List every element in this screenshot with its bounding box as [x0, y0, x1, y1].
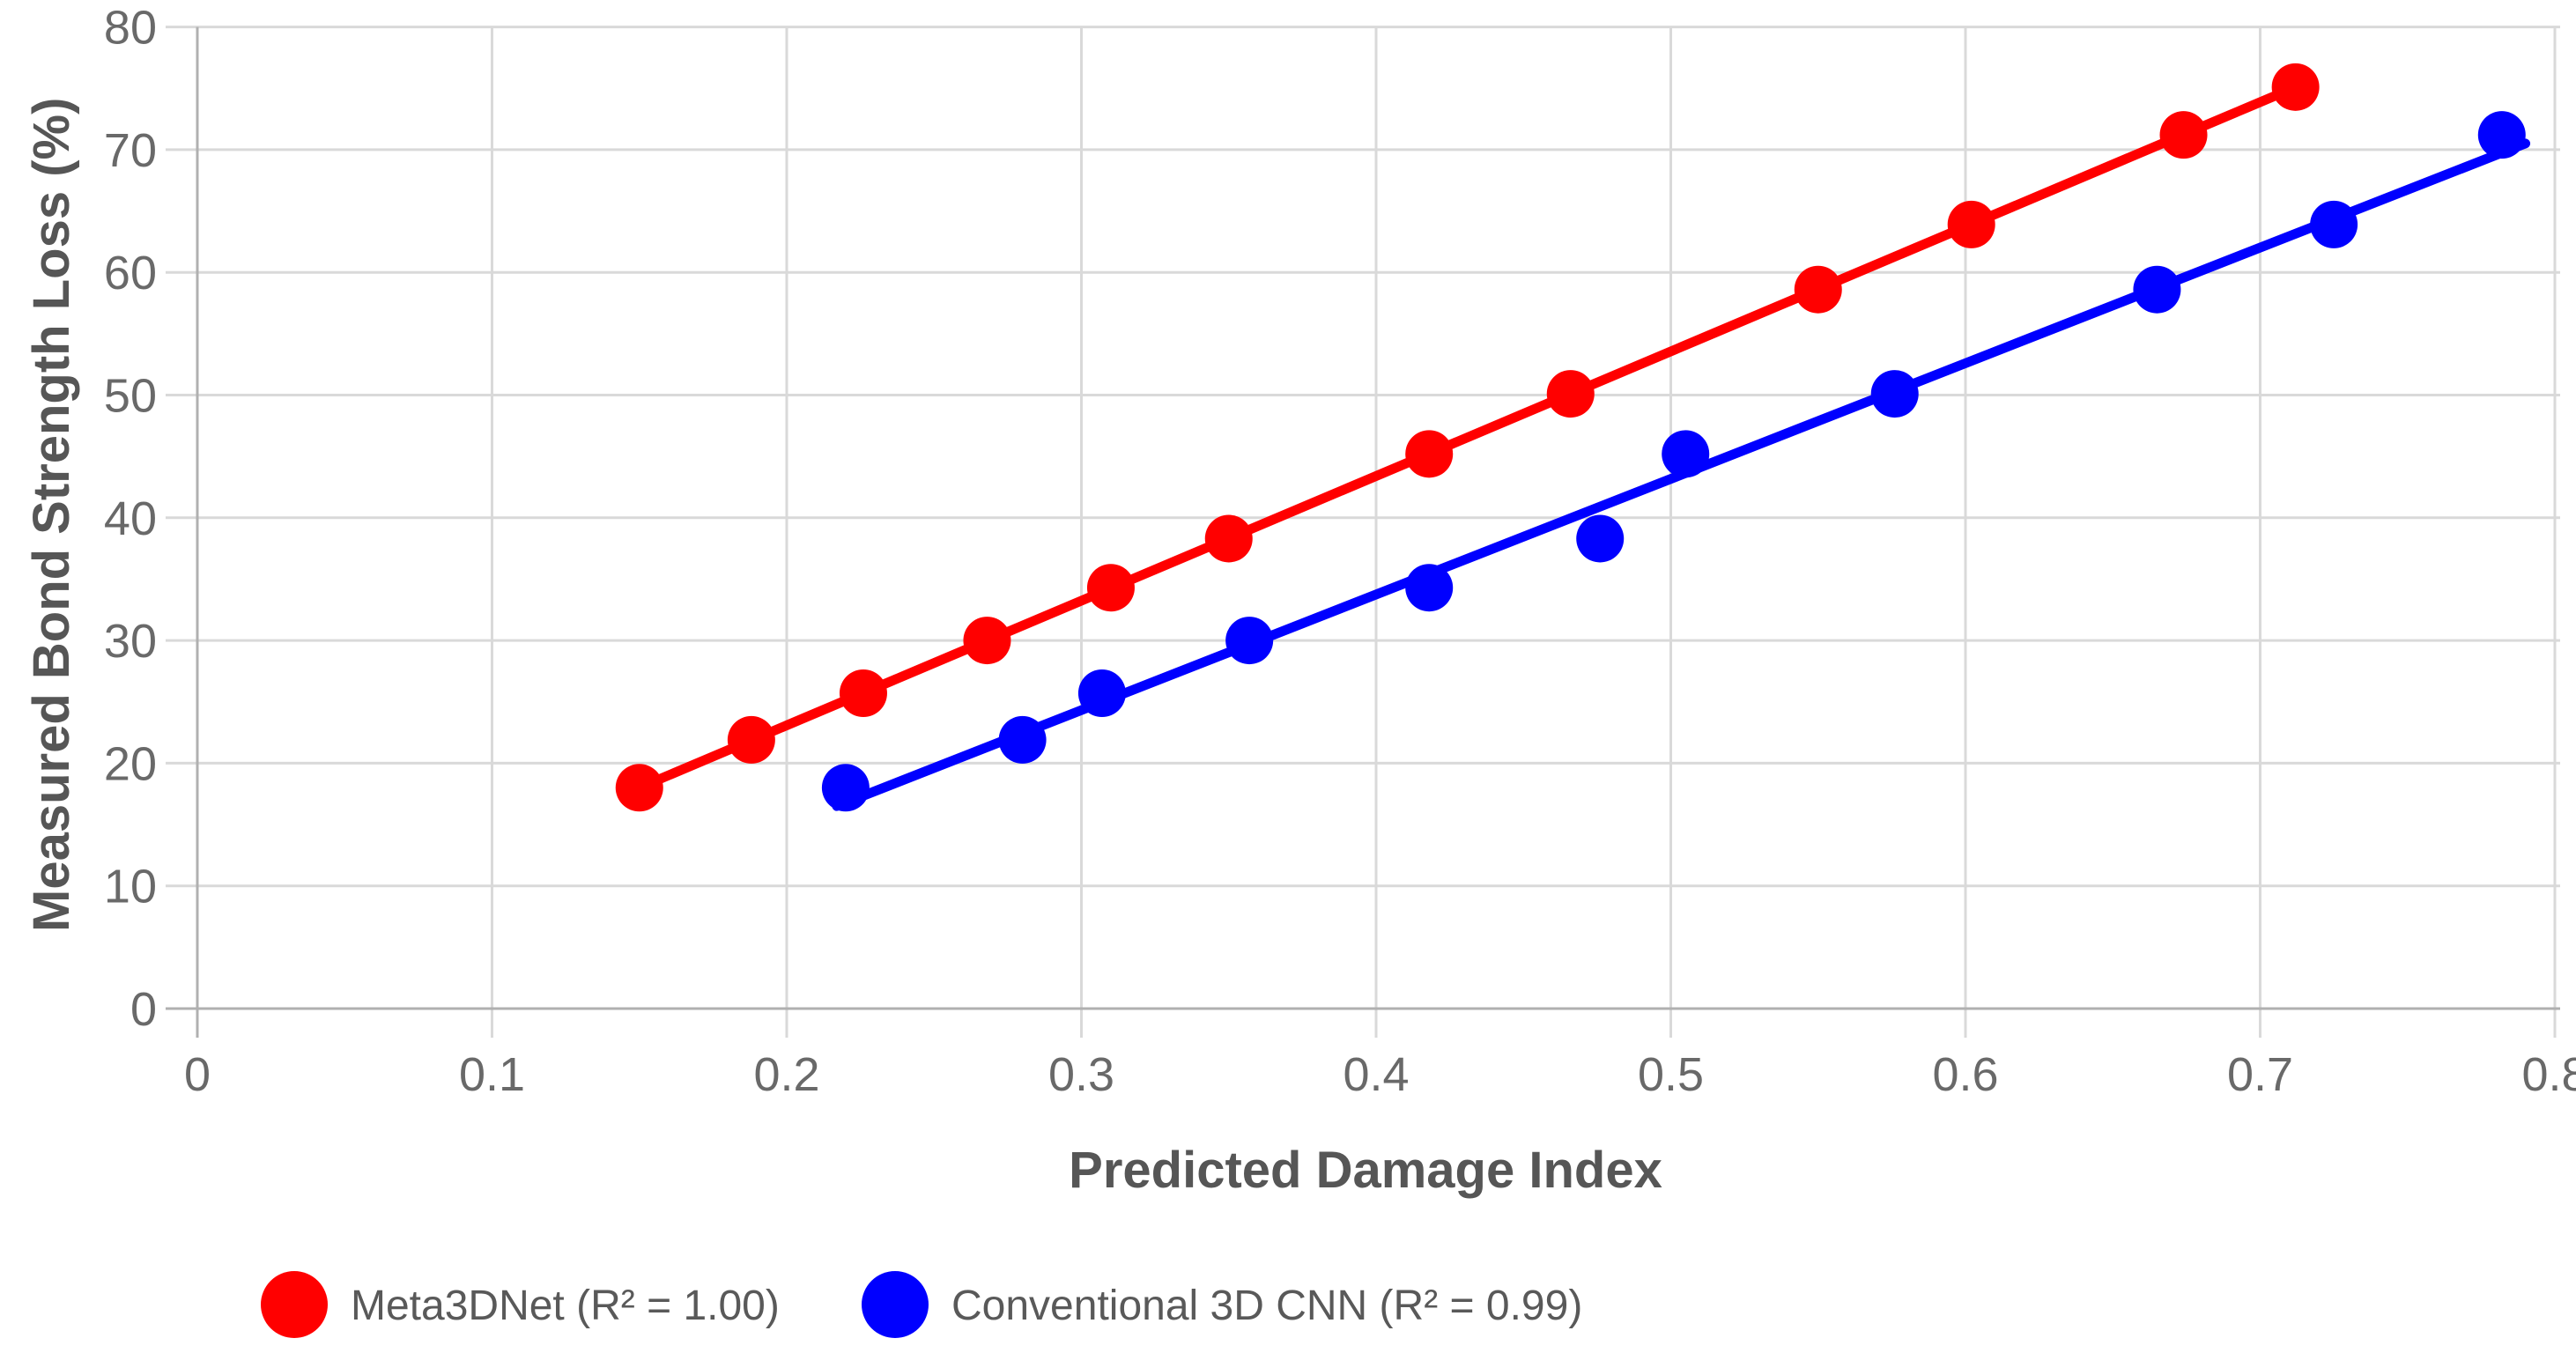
data-point-meta3dnet-r-1-00 — [1405, 430, 1454, 478]
y-tick-label: 10 — [104, 861, 157, 913]
data-point-meta3dnet-r-1-00 — [1546, 370, 1595, 418]
series-layer — [615, 63, 2531, 812]
data-point-meta3dnet-r-1-00 — [839, 669, 887, 717]
x-tick-label: 0.6 — [1932, 1048, 1998, 1101]
y-tick-label: 60 — [104, 247, 157, 299]
gridlines — [166, 26, 2560, 1038]
x-tick-label: 0.3 — [1048, 1048, 1114, 1101]
data-point-meta3dnet-r-1-00 — [615, 764, 663, 812]
tick-labels: 0 0.1 0.2 0.3 0.4 0.5 0.6 0.7 0.8 0 10 20 30 40 50 60 70… — [104, 2, 2576, 1101]
x-tick-label: 0.2 — [753, 1048, 819, 1101]
data-point-conventional-3d-cnn-r-0-99 — [2133, 265, 2181, 314]
data-point-meta3dnet-r-1-00 — [2159, 111, 2208, 159]
legend: Meta3DNet (R² = 1.00) Conventional 3D CN… — [261, 1271, 1582, 1338]
y-tick-label: 70 — [104, 124, 157, 177]
data-point-conventional-3d-cnn-r-0-99 — [1405, 564, 1454, 612]
data-point-meta3dnet-r-1-00 — [963, 617, 1011, 665]
y-tick-label: 20 — [104, 737, 157, 790]
data-point-meta3dnet-r-1-00 — [1204, 514, 1253, 563]
x-tick-label: 0.1 — [459, 1048, 525, 1101]
data-point-conventional-3d-cnn-r-0-99 — [1870, 370, 1919, 418]
data-point-conventional-3d-cnn-r-0-99 — [821, 764, 870, 812]
legend-marker-conventional-3d-cnn — [862, 1271, 929, 1338]
trendline-meta3dnet-r-1-00 — [625, 77, 2313, 796]
data-point-meta3dnet-r-1-00 — [1794, 265, 1842, 314]
data-point-meta3dnet-r-1-00 — [1086, 564, 1135, 612]
data-point-conventional-3d-cnn-r-0-99 — [1576, 514, 1625, 563]
x-axis-title: Predicted Damage Index — [1069, 1142, 1662, 1199]
legend-marker-meta3dnet — [261, 1271, 328, 1338]
data-point-meta3dnet-r-1-00 — [2271, 63, 2320, 111]
x-tick-label: 0.5 — [1638, 1048, 1704, 1101]
data-point-conventional-3d-cnn-r-0-99 — [2310, 200, 2358, 248]
data-point-meta3dnet-r-1-00 — [1947, 200, 1995, 248]
data-point-meta3dnet-r-1-00 — [727, 715, 775, 764]
axes — [166, 26, 2560, 1038]
legend-item-meta3dnet: Meta3DNet (R² = 1.00) — [261, 1271, 780, 1338]
legend-item-conventional-3d-cnn: Conventional 3D CNN (R² = 0.99) — [862, 1271, 1582, 1338]
y-tick-label: 80 — [104, 2, 157, 55]
y-tick-label: 40 — [104, 492, 157, 545]
y-tick-label: 50 — [104, 370, 157, 423]
legend-label-conventional-3d-cnn: Conventional 3D CNN (R² = 0.99) — [951, 1283, 1582, 1329]
y-axis-title: Measured Bond Strength Loss (%) — [23, 98, 80, 932]
data-point-conventional-3d-cnn-r-0-99 — [1077, 669, 1126, 717]
x-tick-label: 0.7 — [2227, 1048, 2293, 1101]
data-point-conventional-3d-cnn-r-0-99 — [2477, 111, 2526, 159]
data-point-conventional-3d-cnn-r-0-99 — [1662, 430, 1710, 478]
x-tick-label: 0.4 — [1343, 1048, 1409, 1101]
data-point-conventional-3d-cnn-r-0-99 — [1225, 617, 1274, 665]
y-tick-label: 30 — [104, 615, 157, 668]
x-tick-label: 0.8 — [2521, 1048, 2576, 1101]
data-point-conventional-3d-cnn-r-0-99 — [998, 715, 1047, 764]
y-tick-label: 0 — [130, 983, 157, 1036]
legend-label-meta3dnet: Meta3DNet (R² = 1.00) — [351, 1283, 780, 1329]
x-tick-label: 0 — [184, 1048, 211, 1101]
